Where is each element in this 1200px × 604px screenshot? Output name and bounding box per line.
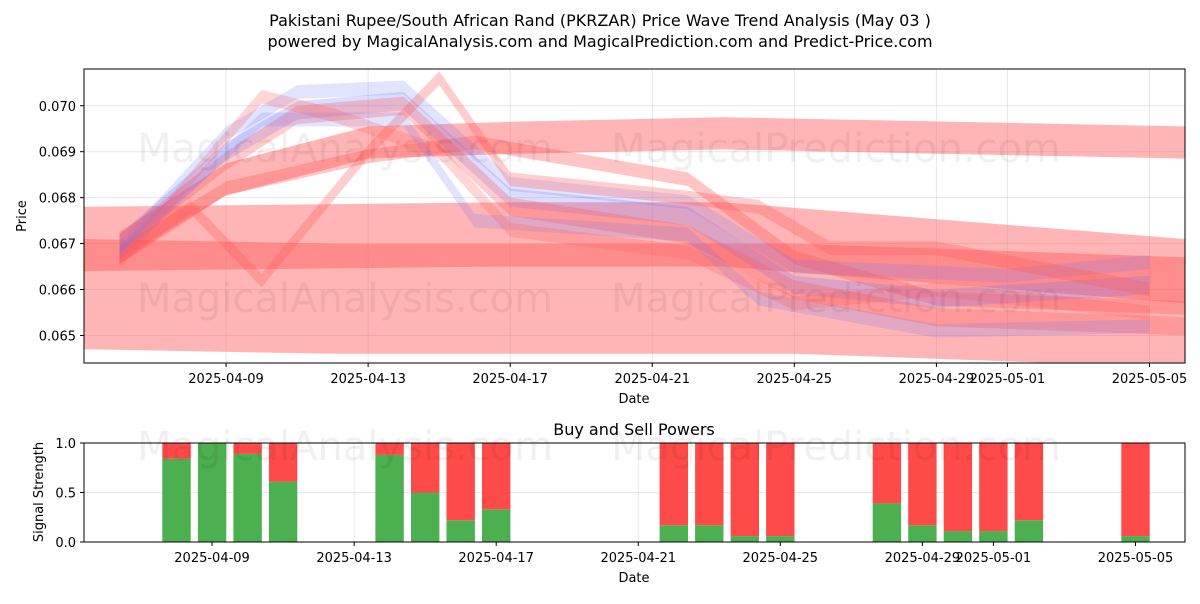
price-wave-plot: MagicalAnalysis.com MagicalPrediction.co…: [15, 68, 1187, 407]
sell-bar: [1014, 443, 1044, 521]
buy-bar: [1014, 520, 1044, 542]
sell-bar: [162, 443, 191, 459]
price-band-3: [119, 117, 1185, 265]
price-x-tick-label: 2025-05-05: [1112, 372, 1188, 387]
buy-bar: [659, 525, 688, 542]
signal-x-tick-label: 2025-05-05: [1098, 551, 1174, 566]
signal-x-tick-label: 2025-05-01: [956, 551, 1032, 566]
sell-bar: [375, 443, 404, 455]
price-band-1: [84, 202, 1185, 304]
signal-y-tick-label: 0.0: [55, 536, 76, 551]
price-band-10: [119, 89, 1150, 320]
buy-bar: [908, 525, 937, 542]
sell-bar: [1121, 443, 1150, 537]
price-y-tick-label: 0.065: [39, 329, 76, 344]
price-grid: [84, 69, 1185, 363]
signal-x-tick-label: 2025-04-17: [458, 551, 534, 566]
watermark-bottom-right: MagicalPrediction.com: [611, 424, 1061, 470]
buy-bar: [872, 503, 902, 542]
price-x-tick-label: 2025-05-01: [970, 372, 1046, 387]
signal-x-axis-label: Date: [618, 571, 649, 586]
sell-bar: [908, 443, 937, 526]
signal-x-tick-label: 2025-04-13: [316, 551, 392, 566]
sell-bar: [446, 443, 475, 521]
buy-bar: [730, 536, 759, 542]
price-ticks: 2025-04-09 2025-04-13 2025-04-17 2025-04-21…: [39, 100, 1187, 387]
sell-bar: [659, 443, 688, 526]
buy-bar: [375, 454, 404, 542]
price-y-tick-label: 0.069: [39, 146, 76, 161]
price-y-axis-label: Price: [15, 200, 30, 232]
sell-bar: [979, 443, 1008, 532]
signal-bars: [162, 443, 1150, 542]
sell-bar: [411, 443, 440, 493]
signal-x-tick-label: 2025-04-29: [885, 551, 961, 566]
sell-bar: [233, 443, 262, 454]
price-x-tick-label: 2025-04-17: [472, 372, 548, 387]
buy-bar: [695, 525, 724, 542]
price-x-tick-label: 2025-04-13: [330, 372, 406, 387]
buy-bar: [411, 492, 440, 542]
price-x-tick-label: 2025-04-09: [188, 372, 264, 387]
price-y-tick-label: 0.066: [39, 284, 76, 299]
buy-bar: [943, 531, 973, 542]
signal-y-axis-label: Signal Strength: [32, 442, 47, 542]
price-band-8: [119, 71, 1150, 297]
sell-bar: [695, 443, 724, 526]
signal-x-tick-label: 2025-04-21: [600, 551, 676, 566]
buy-bar: [446, 520, 475, 542]
price-band-9: [119, 112, 1150, 338]
sell-bar: [943, 443, 973, 532]
price-x-axis-label: Date: [618, 392, 649, 407]
buy-bar: [482, 509, 511, 542]
sell-bar: [872, 443, 902, 504]
sell-bar: [482, 443, 511, 510]
watermark-mid-left: MagicalAnalysis.com: [137, 276, 553, 322]
buy-bar: [1121, 536, 1150, 542]
buy-bar: [766, 536, 795, 542]
price-y-tick-label: 0.070: [39, 100, 76, 115]
buy-bar: [979, 531, 1008, 542]
price-band-2: [84, 239, 1185, 363]
price-x-tick-label: 2025-04-21: [614, 372, 690, 387]
price-band-5: [119, 92, 1150, 308]
price-plot-frame: [83, 68, 1186, 364]
buy-bar: [197, 443, 227, 542]
signal-ticks: 2025-04-09 2025-04-13 2025-04-17 2025-04-21…: [55, 437, 1173, 566]
sell-bar: [730, 443, 759, 537]
price-x-tick-label: 2025-04-25: [757, 372, 833, 387]
figure-title-line2: powered by MagicalAnalysis.com and Magic…: [267, 32, 932, 51]
watermark-mid-right: MagicalPrediction.com: [611, 276, 1061, 322]
buy-bar: [162, 458, 191, 542]
buy-bar: [233, 453, 262, 542]
price-y-tick-label: 0.067: [39, 238, 76, 253]
figure-title-line1: Pakistani Rupee/South African Rand (PKRZ…: [269, 11, 931, 30]
price-band-4: [119, 135, 1185, 315]
price-y-tick-label: 0.068: [39, 192, 76, 207]
price-bands: [84, 71, 1185, 363]
watermark-top-right: MagicalPrediction.com: [611, 126, 1061, 172]
signal-y-tick-label: 0.5: [55, 487, 76, 502]
buy-sell-title: Buy and Sell Powers: [553, 420, 715, 439]
buy-sell-plot: Buy and Sell Powers MagicalAnalysis.com …: [32, 420, 1186, 586]
price-x-tick-label: 2025-04-29: [899, 372, 975, 387]
signal-y-tick-label: 1.0: [55, 437, 76, 452]
buy-bar: [268, 481, 298, 542]
sell-bar: [268, 443, 298, 482]
watermark-top-left: MagicalAnalysis.com: [137, 126, 553, 172]
sell-bar: [766, 443, 795, 537]
signal-x-tick-label: 2025-04-09: [174, 551, 250, 566]
watermark-bottom-left: MagicalAnalysis.com: [137, 424, 553, 470]
signal-x-tick-label: 2025-04-25: [743, 551, 819, 566]
